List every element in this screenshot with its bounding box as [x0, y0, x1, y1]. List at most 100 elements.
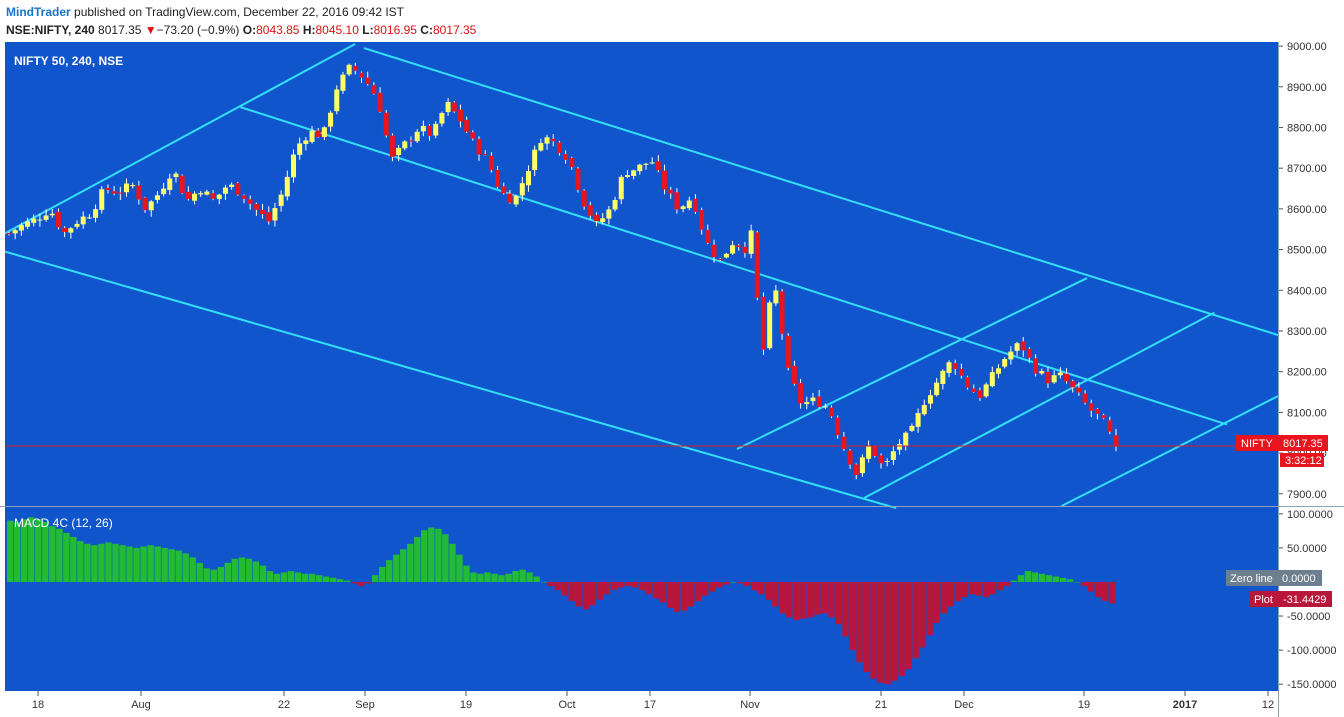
macd-bar [245, 558, 253, 582]
macd-bar [371, 575, 379, 582]
candle-body [1045, 371, 1051, 384]
candle-body [495, 169, 501, 187]
macd-bar [786, 581, 793, 618]
channel-line[interactable] [1061, 395, 1279, 507]
candle-body [1014, 343, 1020, 351]
time-tick-label: 21 [875, 699, 887, 711]
high-value: 8045.10 [315, 23, 359, 37]
candle-body [25, 221, 31, 227]
channel-line[interactable] [4, 43, 356, 235]
channel-line[interactable] [363, 47, 1279, 337]
macd-bar [582, 581, 589, 610]
channel-line[interactable] [863, 311, 1215, 499]
candle-body [1082, 393, 1088, 403]
candle-body [686, 200, 692, 209]
macd-bar [357, 581, 365, 587]
time-axis-ticks: 18 Aug 22 Sep 19 Oct 17 Nov 21 Dec 19 2017 12 [32, 691, 1274, 711]
candle-body [18, 225, 24, 231]
time-axis[interactable] [0, 691, 1278, 717]
macd-bar [722, 581, 730, 585]
macd-bar [891, 581, 898, 681]
author-link[interactable]: MindTrader [6, 5, 71, 19]
macd-bar [884, 581, 891, 685]
macd-bar [821, 581, 828, 614]
macd-bar [442, 534, 449, 582]
candle-body [897, 443, 903, 450]
macd-bar [1052, 576, 1060, 582]
macd-bar [982, 581, 990, 597]
candle-body [544, 137, 550, 144]
candle-body [117, 192, 123, 194]
candle-body [692, 198, 698, 212]
macd-bar [554, 581, 561, 591]
macd-bar [603, 581, 611, 595]
candle-body [6, 233, 12, 235]
macd-bar [280, 572, 288, 582]
macd-pane[interactable] [5, 507, 1278, 691]
macd-bar [772, 581, 779, 607]
candle-body [903, 432, 909, 446]
time-tick-label: 12 [1262, 699, 1274, 711]
macd-bar [1087, 581, 1095, 592]
candle-body [631, 170, 637, 176]
macd-bar [21, 519, 28, 582]
channel-line[interactable] [736, 277, 1088, 450]
candle-body [866, 446, 872, 459]
channel-line[interactable] [4, 250, 897, 509]
macd-bar [168, 549, 175, 582]
candle-body [383, 112, 389, 136]
candle-body [859, 457, 865, 474]
macd-bar [645, 581, 653, 595]
candle-body [49, 213, 55, 216]
macd-bar [870, 581, 877, 679]
macd-bar [940, 581, 947, 614]
plot-badge [1250, 591, 1332, 607]
candle-body [575, 168, 581, 190]
macd-bar [91, 545, 98, 582]
candle-body [396, 147, 402, 156]
macd-bar [428, 527, 435, 582]
macd-bar [1073, 581, 1081, 583]
macd-bar [231, 558, 239, 582]
candle-body [68, 228, 74, 233]
macd-bar [779, 581, 786, 614]
candle-body [86, 217, 92, 219]
countdown-timer: 3:32:12 [1285, 455, 1322, 467]
macd-bar [1094, 581, 1102, 597]
price-pane[interactable] [5, 42, 1278, 506]
macd-bar [547, 581, 554, 587]
price-tick-label: 8600.00 [1287, 204, 1327, 216]
chart-header: MindTrader published on TradingView.com,… [0, 0, 1344, 42]
macd-bar [400, 549, 407, 582]
candle-body [600, 218, 606, 223]
macd-bar [189, 557, 196, 582]
macd-bar [575, 581, 582, 607]
candle-body [359, 72, 365, 78]
macd-bar [105, 542, 112, 582]
candle-body [439, 113, 445, 124]
macd-bar [624, 581, 632, 587]
macd-bar [35, 519, 42, 582]
macd-bar [421, 530, 428, 582]
low-label: L: [362, 23, 374, 37]
channel-lines[interactable] [4, 43, 1279, 509]
channel-line[interactable] [240, 106, 1228, 426]
macd-bar [14, 521, 21, 582]
macd-bar [800, 581, 807, 619]
candle-body [229, 184, 235, 188]
macd-bar [70, 536, 77, 582]
candle-body [260, 209, 266, 215]
candle-body [309, 130, 315, 142]
plot-value: -31.4429 [1283, 594, 1326, 606]
price-tick-label: 8500.00 [1287, 245, 1327, 257]
macd-bar [765, 581, 772, 600]
macd-bar [379, 566, 386, 582]
macd-bar [729, 581, 737, 583]
candle-body [816, 396, 822, 407]
macd-bar [84, 543, 91, 582]
macd-bar [252, 561, 260, 582]
candle-body [433, 123, 439, 136]
candle-body [643, 163, 649, 165]
macd-bar [56, 528, 63, 582]
